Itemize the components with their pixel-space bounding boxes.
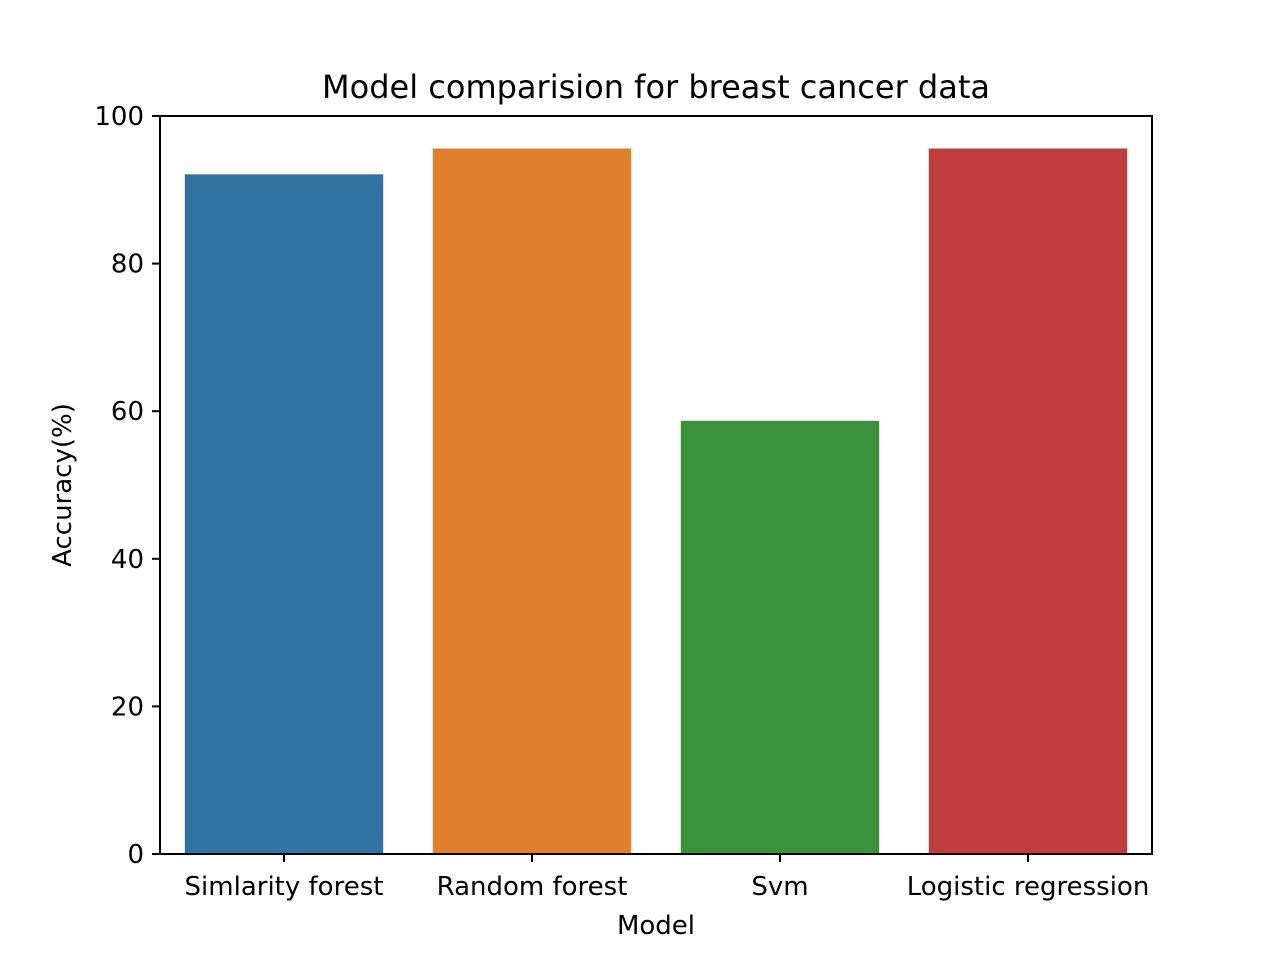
y-tick-label: 40 bbox=[111, 545, 144, 575]
bar-2 bbox=[680, 420, 880, 854]
y-tick-label: 80 bbox=[111, 250, 144, 280]
y-tick-label: 0 bbox=[127, 840, 144, 870]
chart-title: Model comparision for breast cancer data bbox=[322, 68, 990, 106]
x-axis: Simlarity forest Random forest Svm Logistic… bbox=[185, 854, 1150, 902]
x-axis-label: Model bbox=[617, 911, 695, 941]
x-tick-label: Random forest bbox=[437, 872, 628, 902]
y-axis: 0 20 40 60 80 100 bbox=[94, 102, 160, 870]
x-tick-label: Logistic regression bbox=[907, 872, 1150, 902]
plot-frame bbox=[159, 115, 1153, 855]
y-axis-label: Accuracy(%) bbox=[48, 403, 78, 567]
bar-1 bbox=[432, 148, 632, 855]
bar-3 bbox=[928, 148, 1128, 855]
y-tick-label: 100 bbox=[94, 102, 144, 132]
x-tick-label: Svm bbox=[751, 872, 808, 902]
bars-group bbox=[184, 148, 1128, 855]
y-tick-label: 60 bbox=[111, 397, 144, 427]
bar-0 bbox=[184, 174, 384, 854]
x-tick-label: Simlarity forest bbox=[185, 872, 384, 902]
y-tick-label: 20 bbox=[111, 692, 144, 722]
